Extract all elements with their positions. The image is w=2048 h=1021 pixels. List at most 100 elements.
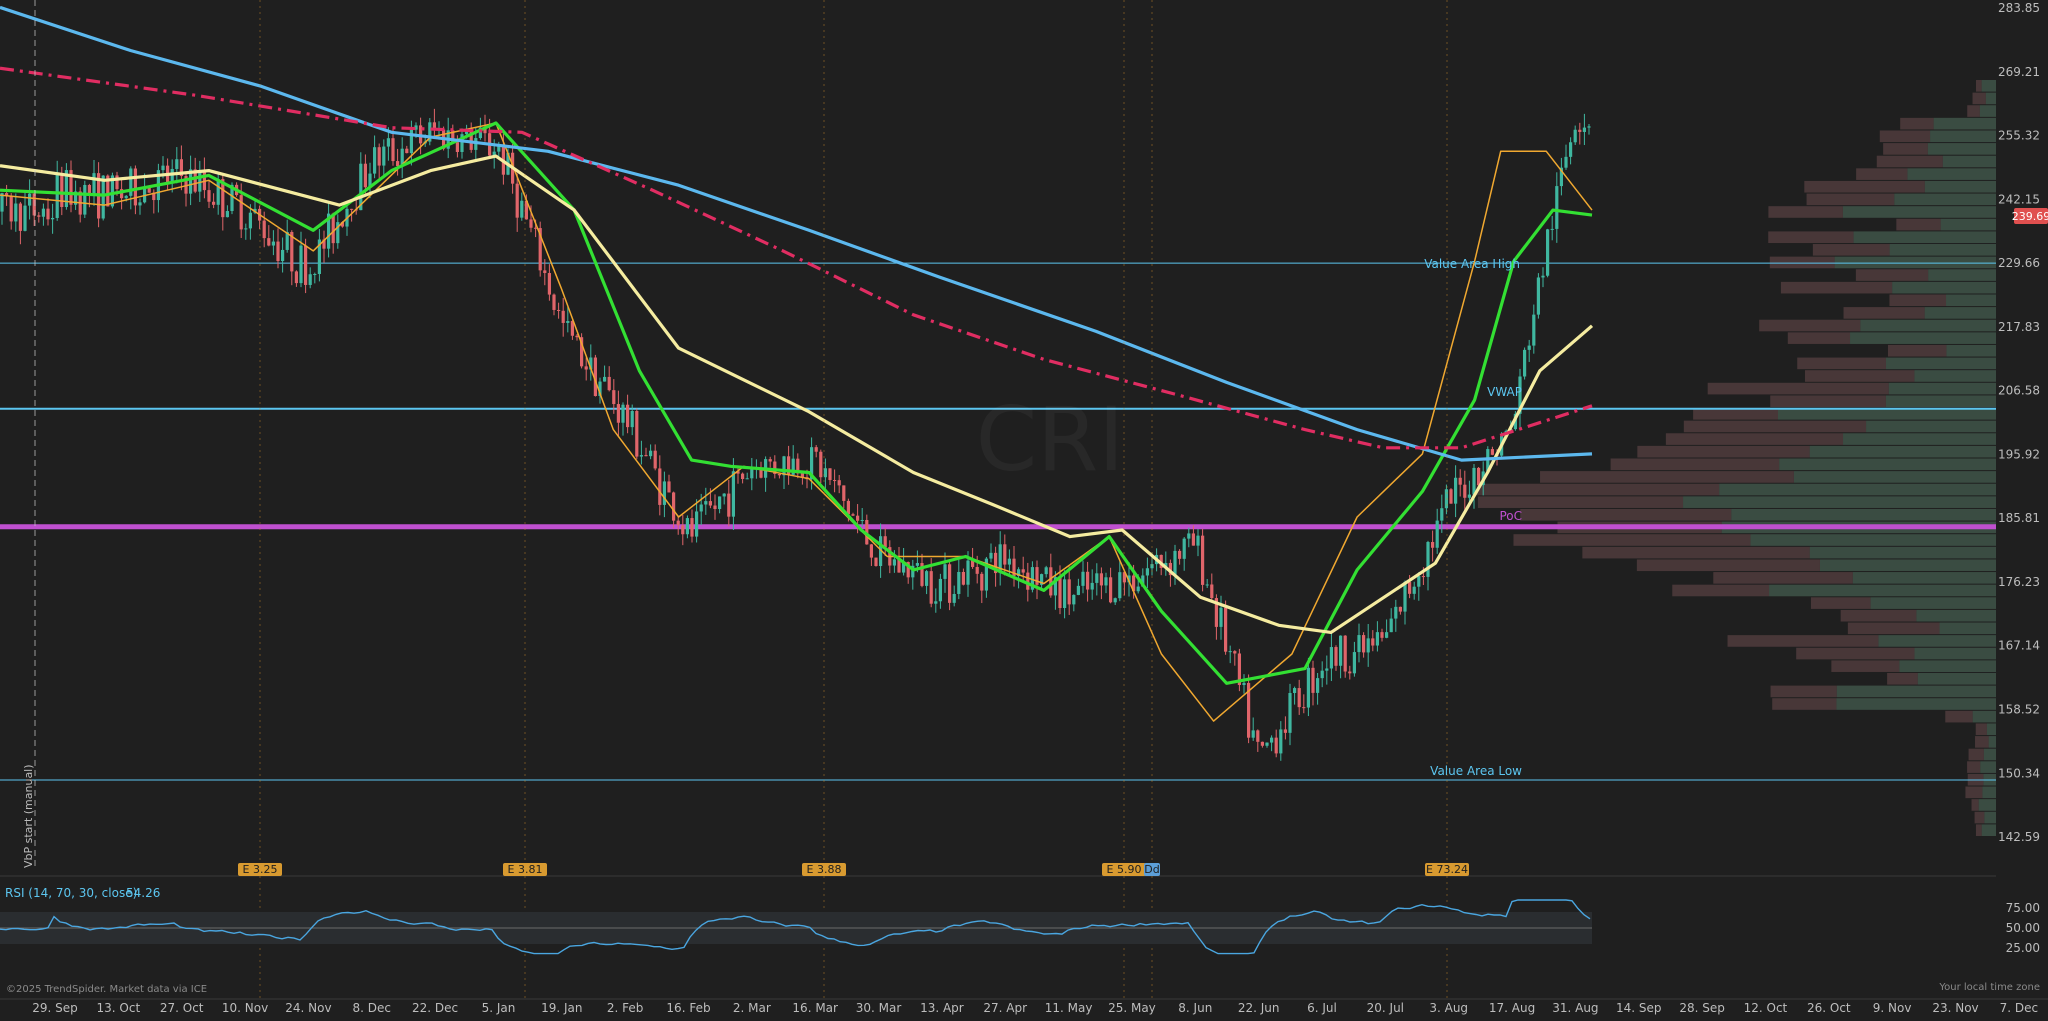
candle-body: [566, 320, 570, 323]
candle-body: [814, 447, 818, 452]
moving-average-line: [0, 66, 1593, 450]
profile-bar-up: [1986, 723, 1996, 736]
candle-body: [529, 219, 533, 228]
candle-body: [1201, 535, 1205, 585]
profile-bar-up: [1899, 660, 1996, 672]
candle-body: [451, 130, 455, 143]
candle-body: [1578, 129, 1582, 132]
candle-body: [580, 337, 584, 367]
time-tick: 27. Apr: [983, 1001, 1027, 1015]
candle-body: [598, 381, 602, 397]
candle-body: [892, 559, 896, 566]
profile-bar-down: [1780, 281, 1893, 294]
candle-body: [1141, 575, 1145, 587]
candle-body: [83, 184, 87, 215]
profile-bar-up: [1885, 395, 1996, 408]
candle-body: [695, 511, 699, 537]
candle-body: [1187, 533, 1191, 539]
profile-bar-down: [1610, 458, 1780, 471]
candle-body: [1233, 651, 1237, 654]
profile-bar-up: [1779, 458, 1996, 471]
candle-body: [1569, 142, 1573, 157]
profile-bar-up: [1850, 332, 1996, 344]
candle-body: [1205, 584, 1209, 586]
candle-body: [1214, 598, 1218, 627]
candle-body: [428, 122, 432, 142]
candle-body: [971, 560, 975, 567]
candle-body: [961, 571, 965, 585]
candle-body: [1352, 652, 1356, 674]
candle-body: [860, 519, 864, 521]
candle-body: [1362, 635, 1366, 653]
candle-body: [244, 228, 248, 230]
profile-bar-up: [1946, 294, 1996, 307]
candle-body: [704, 501, 708, 505]
candle-body: [667, 481, 671, 493]
profile-bar-down: [1759, 319, 1861, 332]
candle-body: [557, 309, 561, 311]
candle-body: [1003, 544, 1007, 565]
candle-body: [768, 459, 772, 462]
profile-bar-down: [1513, 534, 1751, 546]
candle-body: [984, 558, 988, 591]
candle-body: [1007, 558, 1011, 565]
candle-body: [920, 563, 924, 586]
profile-bar-up: [1940, 218, 1996, 231]
profile-bar-down: [1967, 761, 1981, 773]
candle-body: [911, 565, 915, 578]
candle-body: [1035, 567, 1039, 585]
candle-body: [276, 241, 280, 262]
candle-body: [1150, 564, 1154, 569]
candle-body: [304, 245, 308, 285]
candle-body: [1191, 533, 1195, 546]
candle-body: [1104, 577, 1108, 586]
candle-body: [1182, 538, 1186, 559]
candle-body: [1435, 520, 1439, 548]
candle-body: [133, 168, 137, 206]
price-tick: 255.32: [1998, 129, 2040, 143]
candle-body: [1394, 606, 1398, 619]
profile-bar-up: [1946, 344, 1996, 357]
moving-average-line: [0, 154, 1594, 635]
time-tick: 26. Oct: [1807, 1001, 1851, 1015]
candle-body: [92, 173, 96, 197]
time-tick: 3. Aug: [1429, 1001, 1468, 1015]
candle-body: [179, 159, 183, 177]
price-tick: 150.34: [1998, 766, 2040, 780]
candle-body: [975, 566, 979, 574]
moving-averages: [0, 5, 1594, 722]
earnings-badge: [1425, 863, 1469, 876]
profile-bar-up: [1809, 445, 1996, 458]
earnings-label: E 3.81: [508, 863, 543, 876]
candle-body: [1587, 126, 1591, 128]
earnings-badge: [802, 863, 846, 876]
candle-body: [460, 134, 464, 152]
profile-bar-up: [1888, 382, 1996, 395]
candle-body: [520, 200, 524, 218]
profile-bar-down: [1804, 370, 1915, 382]
profile-bar-up: [1982, 786, 1996, 799]
candle-body: [644, 455, 648, 457]
candle-body: [603, 376, 607, 382]
profile-bar-up: [1878, 635, 1996, 647]
candle-body: [561, 310, 565, 323]
price-tick: 167.14: [1998, 639, 2040, 653]
profile-bar-down: [1965, 786, 1983, 799]
time-tick: 2. Mar: [733, 1001, 771, 1015]
rsi-line: [0, 899, 1591, 955]
profile-bar-up: [1778, 408, 1996, 420]
candle-body: [948, 564, 952, 603]
earnings-badge: [1144, 863, 1160, 876]
candle-body: [842, 485, 846, 501]
price-tick: 195.92: [1998, 447, 2040, 461]
profile-bar-down: [1540, 471, 1794, 483]
profile-bar-up: [1914, 647, 1996, 660]
candle-body: [147, 187, 151, 193]
candle-body: [791, 458, 795, 475]
candle-body: [1021, 569, 1025, 573]
candle-body: [1380, 632, 1384, 638]
earnings-label: E 3.88: [807, 863, 842, 876]
price-tick: 176.23: [1998, 575, 2040, 589]
candle-body: [593, 357, 597, 397]
